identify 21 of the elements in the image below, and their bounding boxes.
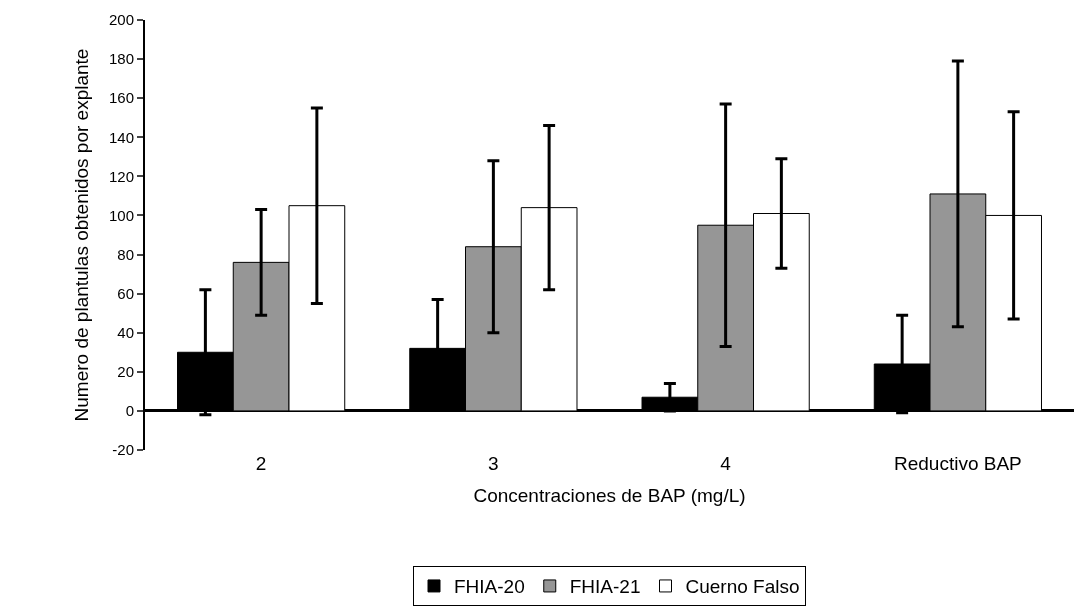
y-tick-label: 20 [117, 363, 134, 381]
y-tick-label: 0 [125, 402, 134, 420]
legend-label: FHIA-20 [454, 576, 525, 598]
x-tick-label: 4 [720, 453, 732, 474]
x-tick-label: Reductivo BAP [893, 453, 1022, 474]
x-tick-label: 2 [255, 453, 267, 474]
y-tick-label: 100 [108, 206, 134, 224]
y-axis-title: Numero de plantulas obtenidos por explante [71, 48, 93, 422]
y-tick-label: 60 [117, 284, 134, 302]
legend-label: FHIA-21 [569, 576, 641, 598]
x-axis-title: Concentraciones de BAP (mg/L) [473, 484, 746, 506]
y-tick-label: -20 [112, 441, 134, 459]
y-tick-label: 160 [108, 89, 134, 107]
y-tick-label: 80 [117, 245, 134, 263]
y-tick-label: 120 [108, 167, 134, 185]
legend-label: Cuerno Falso [685, 576, 800, 598]
y-tick-label: 200 [108, 11, 134, 29]
y-tick-label: 40 [117, 323, 134, 341]
y-tick-label: 140 [108, 128, 134, 146]
x-tick-label: 3 [488, 453, 499, 474]
y-tick-label: 180 [108, 50, 134, 68]
